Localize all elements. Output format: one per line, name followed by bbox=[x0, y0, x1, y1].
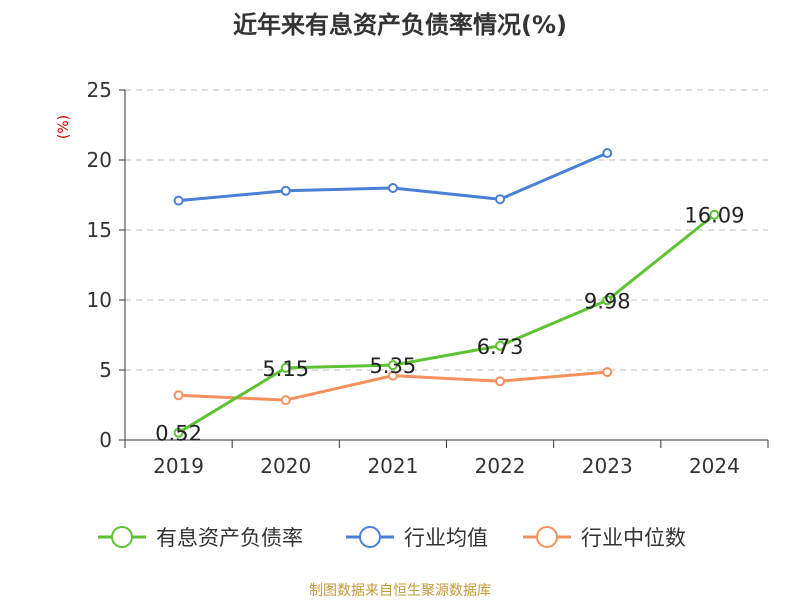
legend-item[interactable]: 有息资产负债率 bbox=[98, 526, 303, 550]
legend-label: 行业均值 bbox=[404, 526, 488, 550]
data-point[interactable] bbox=[709, 209, 720, 220]
legend-marker bbox=[111, 526, 133, 548]
x-tick-label: 2020 bbox=[260, 454, 311, 478]
y-tick-label: 15 bbox=[87, 218, 112, 242]
data-point[interactable] bbox=[387, 370, 398, 381]
x-tick-label: 2024 bbox=[689, 454, 740, 478]
data-label: 5.35 bbox=[370, 354, 417, 378]
data-label: 16.09 bbox=[684, 204, 744, 228]
grid-lines bbox=[125, 89, 768, 371]
x-tick-label: 2021 bbox=[367, 454, 418, 478]
series-1 bbox=[173, 148, 613, 206]
data-point[interactable] bbox=[387, 183, 398, 193]
data-point[interactable] bbox=[495, 340, 506, 351]
y-tick-label: 10 bbox=[87, 288, 112, 312]
y-tick-label: 0 bbox=[99, 428, 112, 452]
data-point[interactable] bbox=[495, 376, 506, 387]
data-point[interactable] bbox=[173, 195, 184, 206]
legend-label: 有息资产负债率 bbox=[156, 526, 303, 550]
y-tick-label: 5 bbox=[99, 358, 112, 382]
data-point[interactable] bbox=[602, 367, 613, 378]
data-point[interactable] bbox=[602, 295, 613, 306]
data-point[interactable] bbox=[280, 185, 291, 196]
x-tick-label: 2019 bbox=[153, 454, 204, 478]
series-2 bbox=[173, 367, 613, 406]
data-point[interactable] bbox=[280, 362, 291, 373]
axes: 0 5 10 15 20 25 2019 2020 2021 2022 2023 2024 bbox=[87, 78, 769, 478]
y-tick-label: 25 bbox=[87, 78, 112, 102]
y-axis-unit: (%) bbox=[56, 115, 72, 139]
data-point[interactable] bbox=[602, 148, 613, 158]
data-label: 0.52 bbox=[155, 422, 202, 446]
data-point[interactable] bbox=[387, 360, 398, 371]
x-tick-label: 2023 bbox=[582, 454, 633, 478]
data-label: 6.73 bbox=[477, 335, 524, 359]
data-point[interactable] bbox=[280, 395, 291, 406]
data-point[interactable] bbox=[173, 390, 184, 401]
data-point[interactable] bbox=[495, 194, 506, 205]
series-line bbox=[177, 213, 716, 435]
data-label: 9.98 bbox=[584, 289, 631, 313]
legend-marker bbox=[536, 526, 558, 548]
data-point[interactable] bbox=[173, 427, 184, 438]
source-note: 制图数据来自恒生聚源数据库 bbox=[309, 583, 491, 599]
legend-item[interactable]: 行业均值 bbox=[346, 526, 488, 550]
x-tick-label: 2022 bbox=[475, 454, 526, 478]
legend[interactable]: 有息资产负债率 行业均值 行业中位数 bbox=[98, 526, 686, 550]
series-0 bbox=[173, 209, 720, 438]
data-label: 5.15 bbox=[262, 357, 309, 381]
series-layer bbox=[173, 148, 720, 438]
chart-title: 近年来有息资产负债率情况(%) bbox=[233, 11, 567, 39]
data-labels: 0.52 5.15 5.35 6.73 9.98 16.09 bbox=[155, 204, 744, 446]
legend-marker bbox=[359, 526, 381, 548]
legend-label: 行业中位数 bbox=[581, 526, 686, 550]
y-tick-label: 20 bbox=[87, 148, 112, 172]
legend-item[interactable]: 行业中位数 bbox=[523, 526, 686, 550]
